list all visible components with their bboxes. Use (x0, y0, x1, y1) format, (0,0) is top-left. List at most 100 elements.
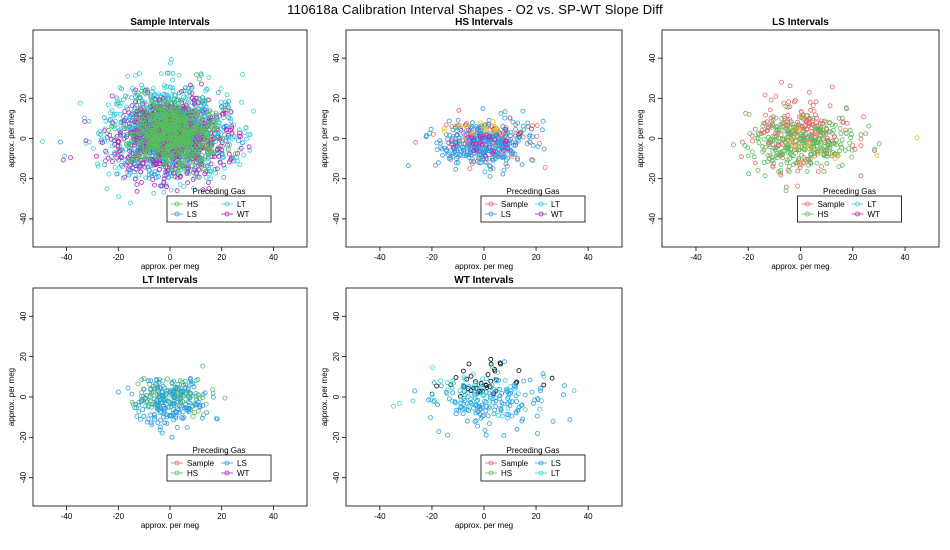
data-point (815, 151, 821, 157)
legend-entry: HS (818, 210, 829, 219)
data-point (112, 165, 118, 170)
data-point (222, 165, 228, 171)
data-point (499, 413, 505, 419)
data-point (773, 94, 779, 99)
data-point (149, 422, 155, 428)
data-point (170, 85, 176, 91)
y-tick-label: 0 (332, 394, 341, 399)
data-point (114, 171, 120, 177)
data-point (139, 377, 145, 383)
data-point (171, 97, 177, 102)
data-point (451, 380, 456, 386)
data-point (213, 170, 219, 176)
data-point (195, 148, 201, 154)
data-point (211, 154, 217, 159)
data-point (809, 138, 814, 144)
data-point (453, 166, 459, 172)
data-point (483, 153, 489, 159)
data-point (167, 413, 173, 419)
data-point (144, 105, 150, 110)
data-point (489, 382, 495, 388)
data-point (824, 151, 829, 157)
data-point (498, 130, 504, 136)
data-point (175, 382, 181, 387)
legend-title: Preceding Gas (507, 187, 560, 196)
data-point (809, 133, 815, 139)
data-point (139, 398, 145, 404)
data-point (796, 147, 801, 153)
data-point (244, 136, 249, 142)
data-point (152, 416, 158, 422)
data-point (146, 167, 152, 173)
data-point (105, 102, 111, 108)
data-point (206, 186, 212, 191)
data-point (176, 386, 182, 392)
data-point (847, 127, 853, 133)
data-point (167, 118, 173, 124)
data-point (235, 151, 240, 157)
data-point (514, 426, 520, 432)
data-point (226, 159, 232, 165)
x-axis-label: approx. per meg (771, 262, 829, 271)
data-point (464, 122, 470, 127)
data-point (77, 100, 83, 106)
data-point (814, 120, 820, 126)
data-point (813, 112, 818, 118)
data-point (155, 407, 161, 413)
x-tick-label: -20 (742, 253, 754, 262)
data-point (211, 126, 217, 131)
data-point (540, 118, 546, 124)
data-point (429, 391, 435, 397)
data-point (150, 119, 156, 124)
data-point (146, 172, 152, 178)
data-point (529, 126, 534, 132)
data-point (858, 136, 864, 142)
data-point (849, 154, 855, 160)
data-point (519, 402, 525, 408)
data-point (125, 125, 131, 131)
data-point (181, 415, 187, 421)
data-point (181, 184, 187, 190)
panel-5: WT Intervals -40 -20 0 20 40 -40 -20 0 20 40 approx… (320, 275, 623, 530)
data-point (224, 124, 230, 129)
data-point (876, 141, 882, 147)
data-point (502, 359, 507, 365)
data-point (123, 93, 128, 99)
data-point (118, 154, 124, 160)
data-point (127, 148, 133, 154)
data-point (199, 153, 205, 158)
data-point (221, 162, 227, 168)
data-point (431, 399, 437, 405)
data-point (770, 157, 776, 163)
data-point (95, 131, 101, 136)
data-point (458, 152, 464, 158)
data-point (843, 105, 849, 111)
data-point (148, 412, 154, 418)
data-point (463, 124, 469, 130)
data-point (762, 160, 767, 165)
data-point (136, 163, 142, 169)
data-point (133, 401, 139, 407)
data-point (229, 123, 235, 129)
data-point (166, 124, 172, 130)
legend: Preceding Gas Sample LS HS LT (480, 446, 586, 482)
data-point (134, 413, 140, 419)
data-point (133, 99, 139, 105)
data-point (823, 131, 829, 137)
data-point (194, 394, 199, 400)
data-point (165, 146, 171, 152)
data-point (453, 411, 459, 417)
data-point (180, 388, 186, 394)
data-point (482, 427, 488, 433)
legend-marker (805, 201, 810, 207)
data-point (190, 403, 196, 409)
data-point (483, 141, 489, 147)
data-point (768, 97, 774, 103)
legend-marker (488, 460, 494, 466)
data-point (490, 129, 496, 134)
data-point (116, 389, 121, 395)
data-point (175, 155, 181, 161)
data-point (191, 185, 197, 191)
data-point (173, 121, 179, 126)
legend-box (166, 454, 272, 482)
